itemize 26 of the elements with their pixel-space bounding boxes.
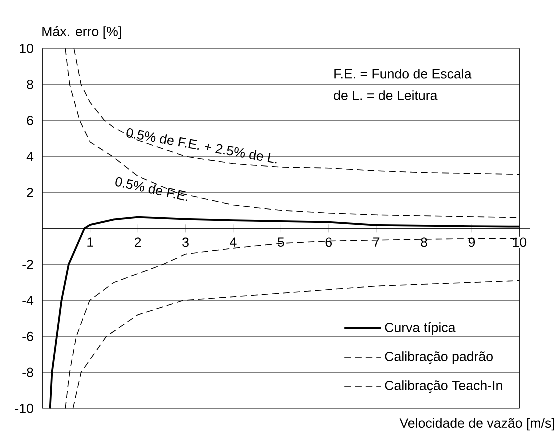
y-tick-label: 2 xyxy=(27,188,34,198)
y-axis-title: Máx. erro [%] xyxy=(42,26,122,40)
annotation: de L. = de Leitura xyxy=(334,90,438,100)
y-tick-label: 8 xyxy=(27,80,34,90)
legend-label: Calibração padrão xyxy=(385,352,493,364)
x-tick-label: 4 xyxy=(230,238,237,247)
y-tick-label: -8 xyxy=(22,368,34,378)
x-tick-label: 8 xyxy=(421,238,428,248)
y-tick-label: -4 xyxy=(22,296,34,306)
x-tick-label: 1 xyxy=(88,238,94,247)
annotation: F.E. = Fundo de Escala xyxy=(334,68,472,79)
legend-label: Curva típica xyxy=(385,322,456,336)
annotation: 0.5% de F.E. xyxy=(116,177,188,202)
annotation: 0.5% de F.E. + 2.5% de L. xyxy=(126,128,277,164)
y-tick-label: -6 xyxy=(22,332,34,342)
x-tick-label: 3 xyxy=(182,238,189,248)
y-tick-label: 6 xyxy=(27,116,34,126)
y-tick-label: -10 xyxy=(15,404,34,414)
x-tick-label: 2 xyxy=(135,238,142,248)
x-tick-label: 6 xyxy=(326,238,332,248)
x-tick-label: 10 xyxy=(513,238,527,248)
y-tick-label: 10 xyxy=(20,44,34,54)
legend-label: Calibração Teach-In xyxy=(385,380,502,394)
x-axis-title: Velocidade de vazão [m/s] xyxy=(400,418,554,431)
y-tick-label: -2 xyxy=(22,260,34,270)
y-tick-label: 4 xyxy=(26,152,34,162)
